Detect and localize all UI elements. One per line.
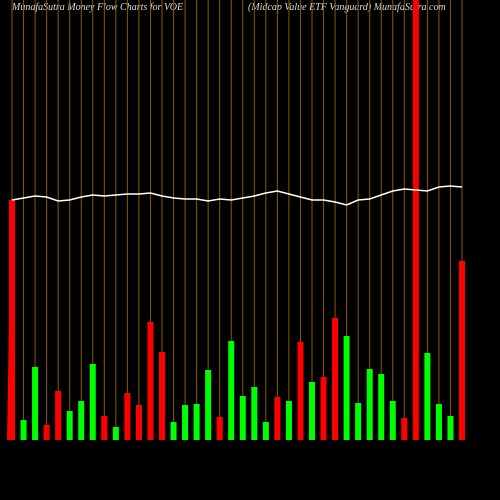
bar (112, 427, 119, 440)
bar (124, 393, 131, 440)
bar (135, 405, 142, 440)
bar (78, 401, 85, 440)
bar (389, 401, 396, 440)
chart-title: MunafaSutra Money Flow Charts for VOE (11, 2, 183, 13)
bar (309, 382, 315, 440)
bar (20, 420, 27, 440)
bar (228, 341, 235, 440)
bar (262, 422, 269, 440)
bar (285, 401, 292, 440)
bar (89, 364, 96, 440)
bar (401, 418, 408, 440)
bar (66, 411, 73, 440)
bar (320, 377, 327, 440)
bar (147, 322, 154, 440)
bar (332, 318, 339, 440)
flow-trend (7, 199, 13, 441)
bar (101, 416, 108, 440)
bar (251, 387, 258, 440)
bar (205, 370, 212, 440)
bar (378, 374, 385, 440)
bar (343, 336, 350, 440)
bar (32, 367, 39, 440)
bar (193, 404, 200, 440)
bar (159, 352, 165, 440)
bar (239, 396, 246, 440)
bar (355, 403, 362, 440)
bar (55, 391, 62, 440)
bar (274, 397, 281, 440)
bar (412, 0, 419, 440)
bar (216, 417, 223, 440)
bar (424, 353, 431, 440)
bar (297, 342, 304, 440)
bar (447, 416, 454, 440)
bar (43, 425, 50, 440)
bar (170, 422, 177, 440)
price-line (11, 185, 463, 206)
bar (9, 200, 15, 440)
bar (182, 405, 189, 440)
bar (366, 369, 373, 440)
bar (459, 261, 465, 440)
bar (435, 404, 442, 440)
